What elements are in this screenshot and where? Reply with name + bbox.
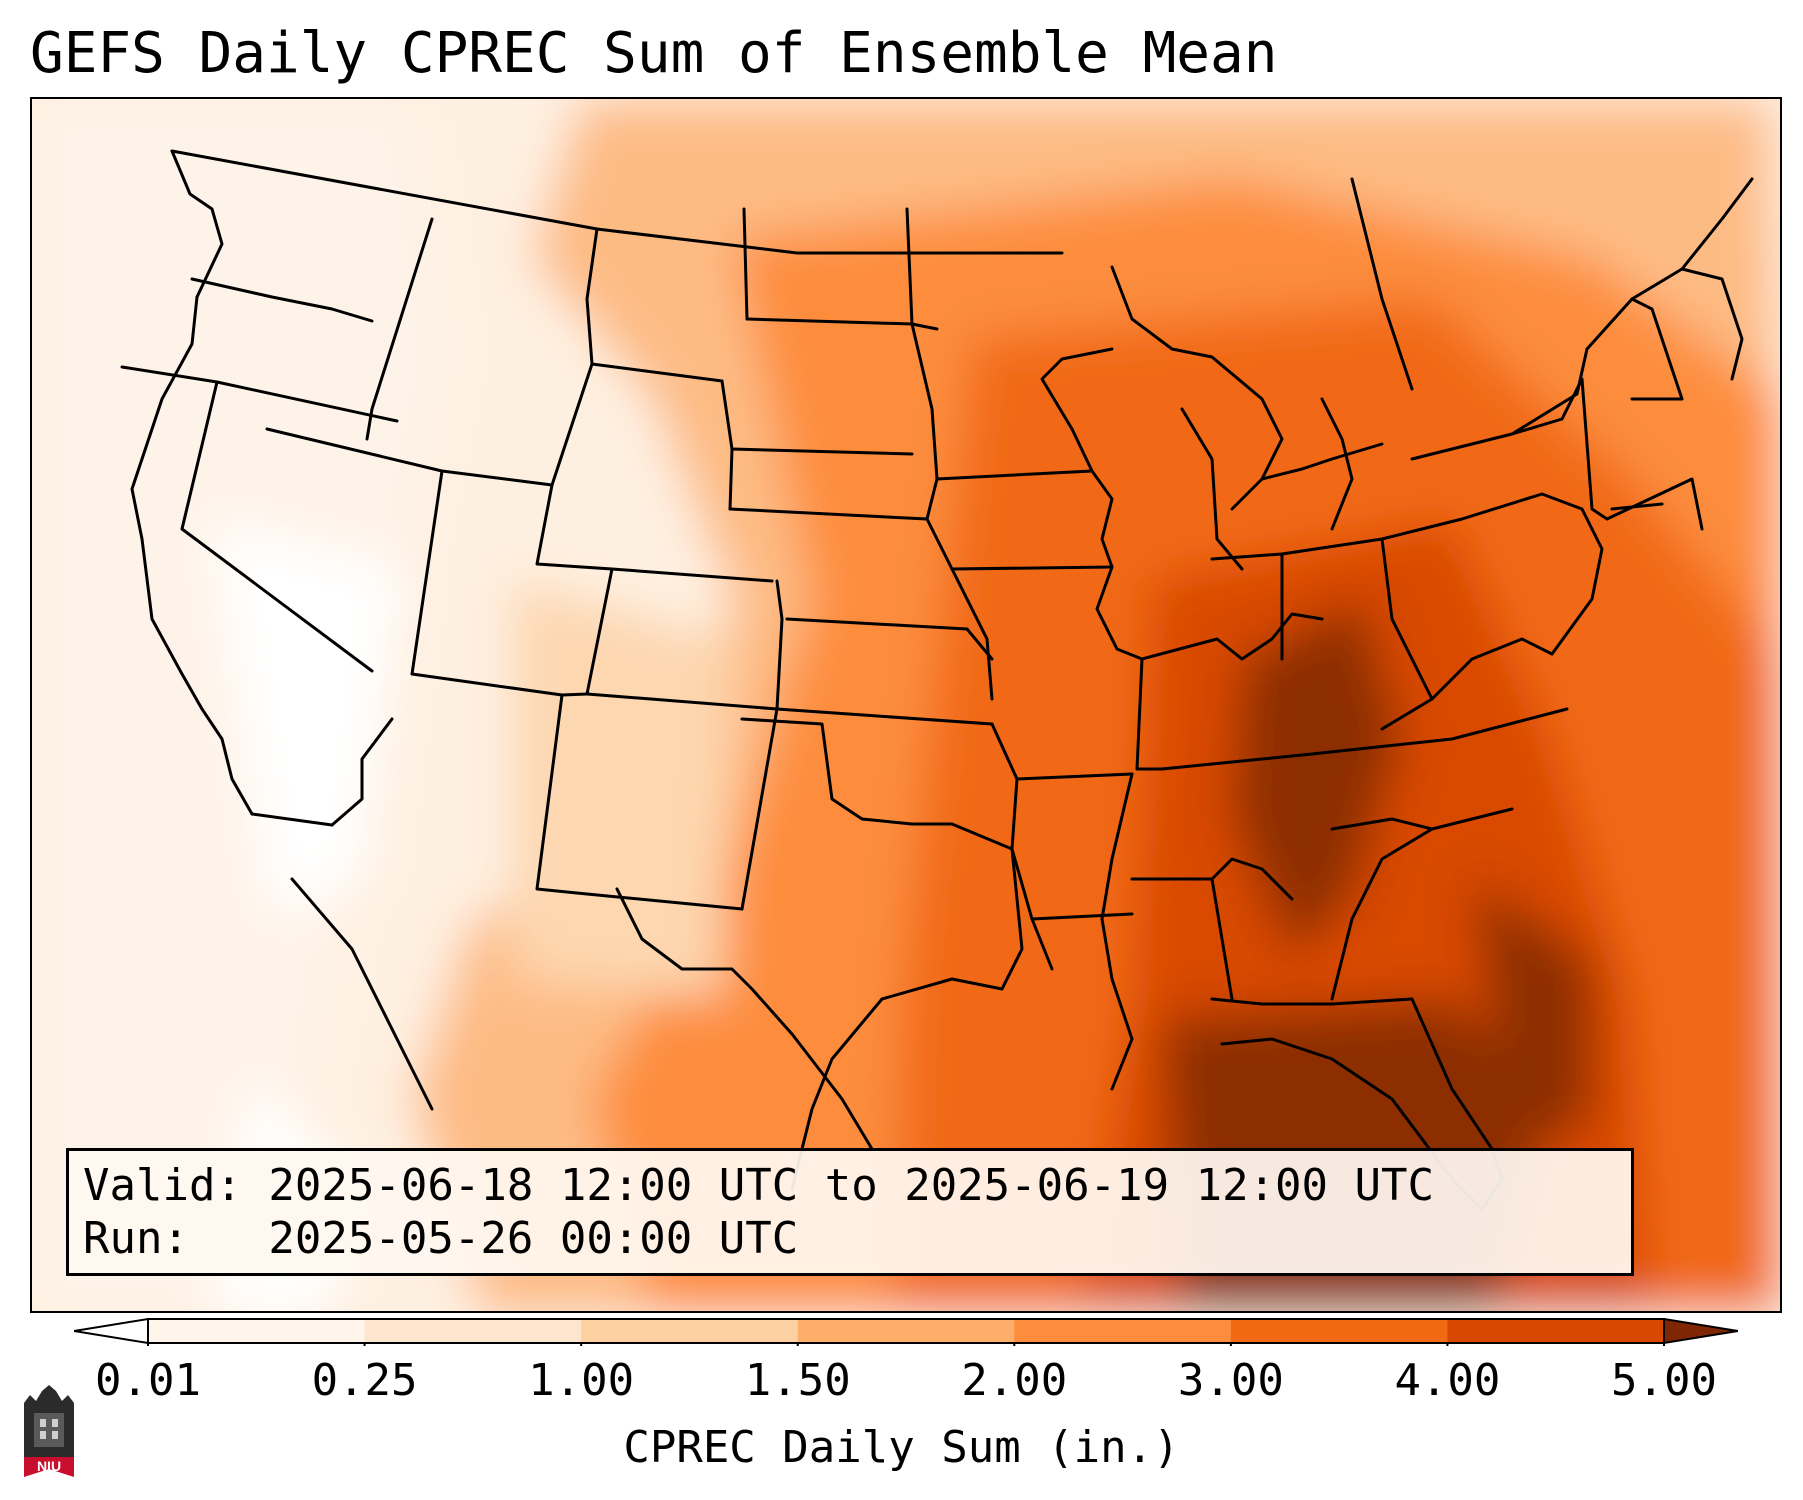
colorbar-label: CPREC Daily Sum (in.) bbox=[623, 1422, 1180, 1473]
valid-time-text: Valid: 2025-06-18 12:00 UTC to 2025-06-1… bbox=[83, 1160, 1435, 1211]
colorbar-segment bbox=[1014, 1319, 1232, 1343]
colorbar-under-extend bbox=[74, 1317, 149, 1345]
colorbar-segment bbox=[148, 1319, 366, 1343]
colorbar-segment bbox=[581, 1319, 799, 1343]
precipitation-map bbox=[30, 97, 1782, 1313]
colorbar-tick-label: 5.00 bbox=[1611, 1355, 1717, 1406]
niu-logo-text: NIU bbox=[37, 1458, 61, 1474]
run-time-text: Run: 2025-05-26 00:00 UTC bbox=[83, 1213, 799, 1264]
colorbar-tick-label: 1.50 bbox=[744, 1355, 851, 1406]
colorbar-segment bbox=[364, 1319, 582, 1343]
colorbar-segment bbox=[797, 1319, 1015, 1343]
colorbar-over-extend bbox=[1663, 1317, 1738, 1345]
colorbar-tick-label: 1.00 bbox=[528, 1355, 635, 1406]
colorbar-tick-label: 3.00 bbox=[1177, 1355, 1284, 1406]
colorbar-tick-label: 4.00 bbox=[1394, 1355, 1501, 1406]
map-canvas bbox=[32, 99, 1780, 1311]
colorbar-tick-label: 0.25 bbox=[311, 1355, 418, 1406]
precip-field bbox=[32, 99, 1780, 1311]
state-boundaries bbox=[120, 149, 1754, 1211]
colorbar-tick-label: 0.01 bbox=[95, 1355, 201, 1406]
colorbar bbox=[74, 1317, 1738, 1346]
colorbar-segments bbox=[147, 1319, 1665, 1346]
valid-run-info-box: Valid: 2025-06-18 12:00 UTC to 2025-06-1… bbox=[66, 1148, 1634, 1276]
map-title: GEFS Daily CPREC Sum of Ensemble Mean bbox=[30, 21, 1278, 86]
colorbar-segment bbox=[1230, 1319, 1448, 1343]
niu-logo: NIU bbox=[24, 1385, 74, 1477]
colorbar-tick-label: 2.00 bbox=[961, 1355, 1068, 1406]
colorbar-segment bbox=[1447, 1319, 1665, 1343]
